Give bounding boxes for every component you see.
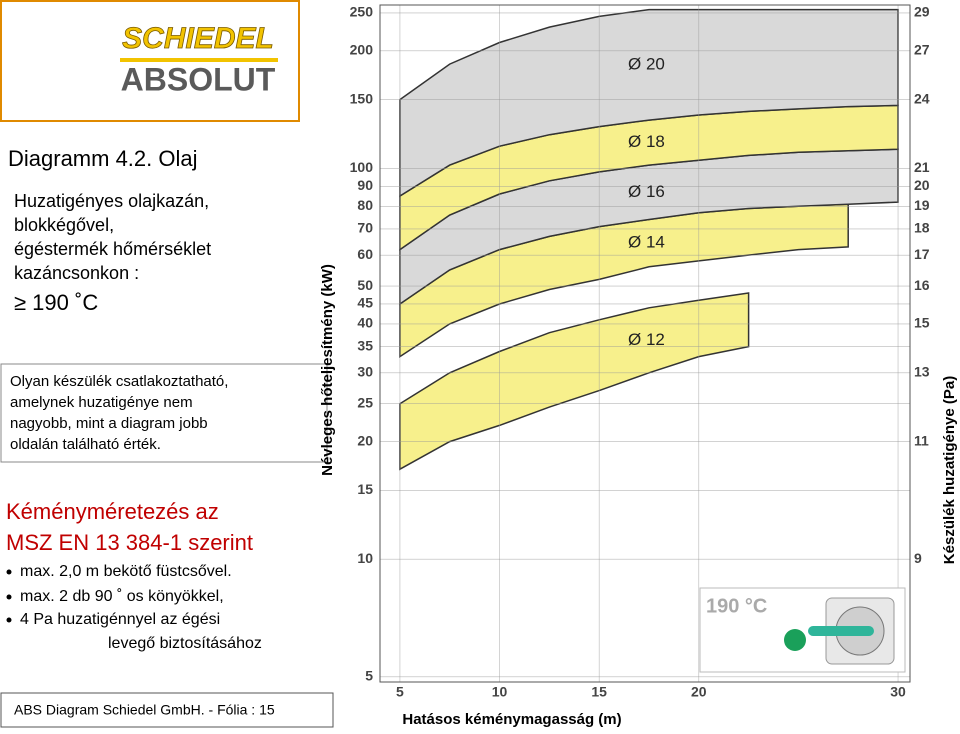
plot: Ø 12 Ø 14 Ø 16 Ø 18 Ø 20 5 10 15 20 25 30 35 40 45 50 6… xyxy=(350,4,930,700)
y-tick-label: 5 xyxy=(365,668,373,684)
inset-label: 190 °C xyxy=(706,595,767,617)
y-tick-label: 200 xyxy=(350,42,374,58)
y2-tick-label: 19 xyxy=(914,197,930,213)
left-line: égéstermék hőmérséklet xyxy=(14,239,211,259)
note-line: oldalán található érték. xyxy=(10,436,161,453)
temperature: ≥ 190 ˚C xyxy=(14,290,98,315)
heading: MSZ EN 13 384-1 szerint xyxy=(6,530,253,555)
y2-tick-label: 18 xyxy=(914,220,930,236)
logo-brand: SCHIEDEL xyxy=(122,22,274,55)
x-tick-label: 30 xyxy=(890,684,906,700)
y-tick-label: 35 xyxy=(357,337,373,353)
y2-tick-label: 20 xyxy=(914,177,930,193)
series-label: Ø 14 xyxy=(628,233,665,252)
series-label: Ø 20 xyxy=(628,54,665,73)
y2-tick-label: 13 xyxy=(914,363,930,379)
y2-tick-label: 15 xyxy=(914,315,930,331)
note-line: Olyan készülék csatlakoztatható, xyxy=(10,373,228,390)
y-tick-label: 90 xyxy=(357,177,373,193)
logo-product: ABSOLUT xyxy=(121,61,276,97)
inset-burner xyxy=(784,629,806,651)
y-axis-label: Névleges hőteljesítmény (kW) xyxy=(319,264,336,476)
y2-tick-label: 21 xyxy=(914,159,930,175)
bullet-text: max. 2 db 90 ˚ os könyökkel, xyxy=(20,588,224,605)
note-box xyxy=(0,363,328,463)
x-axis-label: Hatásos kéménymagasság (m) xyxy=(402,711,621,728)
y2-tick-label: 11 xyxy=(914,432,929,448)
left-title: Diagramm 4.2. Olaj xyxy=(8,146,198,171)
y-tick-label: 10 xyxy=(357,550,373,566)
y-tick-label: 150 xyxy=(350,90,374,106)
inset-flame xyxy=(808,626,874,636)
y-tick-label: 25 xyxy=(357,394,373,410)
y2-tick-label: 17 xyxy=(914,246,930,262)
series-label: Ø 12 xyxy=(628,330,665,349)
heading: Kéményméretezés az xyxy=(6,499,219,524)
footer-box xyxy=(0,692,334,728)
y-tick-label: 70 xyxy=(357,220,373,236)
left-line: kazáncsonkon : xyxy=(14,263,139,283)
x-tick-label: 5 xyxy=(396,684,404,700)
bullet xyxy=(6,617,12,623)
bullet-text: max. 2,0 m bekötő füstcsővel. xyxy=(20,563,232,580)
y-tick-label: 50 xyxy=(357,277,373,293)
note-line: nagyobb, mint a diagram jobb xyxy=(10,415,208,432)
y2-tick-label: 27 xyxy=(914,42,930,58)
bullet-text: 4 Pa huzatigénnyel az égési xyxy=(20,611,220,628)
y-tick-label: 30 xyxy=(357,363,373,379)
y-tick-label: 15 xyxy=(357,481,373,497)
bullet xyxy=(6,594,12,600)
y2-tick-label: 24 xyxy=(914,90,930,106)
y2-tick-label: 16 xyxy=(914,277,930,293)
footer: ABS Diagram Schiedel GmbH. - Fólia : 15 xyxy=(14,702,275,718)
y-tick-label: 45 xyxy=(357,295,373,311)
plot-border xyxy=(379,4,911,683)
x-tick-label: 15 xyxy=(591,684,607,700)
y2-tick-label: 9 xyxy=(914,550,922,566)
y-tick-label: 250 xyxy=(350,4,374,20)
y-tick-label: 60 xyxy=(357,246,373,262)
y-tick-label: 100 xyxy=(350,159,374,175)
y-tick-label: 80 xyxy=(357,197,373,213)
y-tick-label: 40 xyxy=(357,315,373,331)
bullet-text: levegő biztosításához xyxy=(108,635,262,652)
series-label: Ø 18 xyxy=(628,132,665,151)
left-line: blokkégővel, xyxy=(14,215,114,235)
left-line: Huzatigényes olajkazán, xyxy=(14,191,209,211)
bullet xyxy=(6,569,12,575)
series-label: Ø 16 xyxy=(628,182,665,201)
y2-tick-label: 29 xyxy=(914,4,930,20)
x-tick-label: 10 xyxy=(492,684,508,700)
note-line: amelynek huzatigénye nem xyxy=(10,394,193,411)
logo-bar xyxy=(120,58,278,62)
x-tick-label: 20 xyxy=(691,684,707,700)
y2-axis-label: Készülék huzatigénye (Pa) xyxy=(941,376,958,564)
y-tick-label: 20 xyxy=(357,432,373,448)
